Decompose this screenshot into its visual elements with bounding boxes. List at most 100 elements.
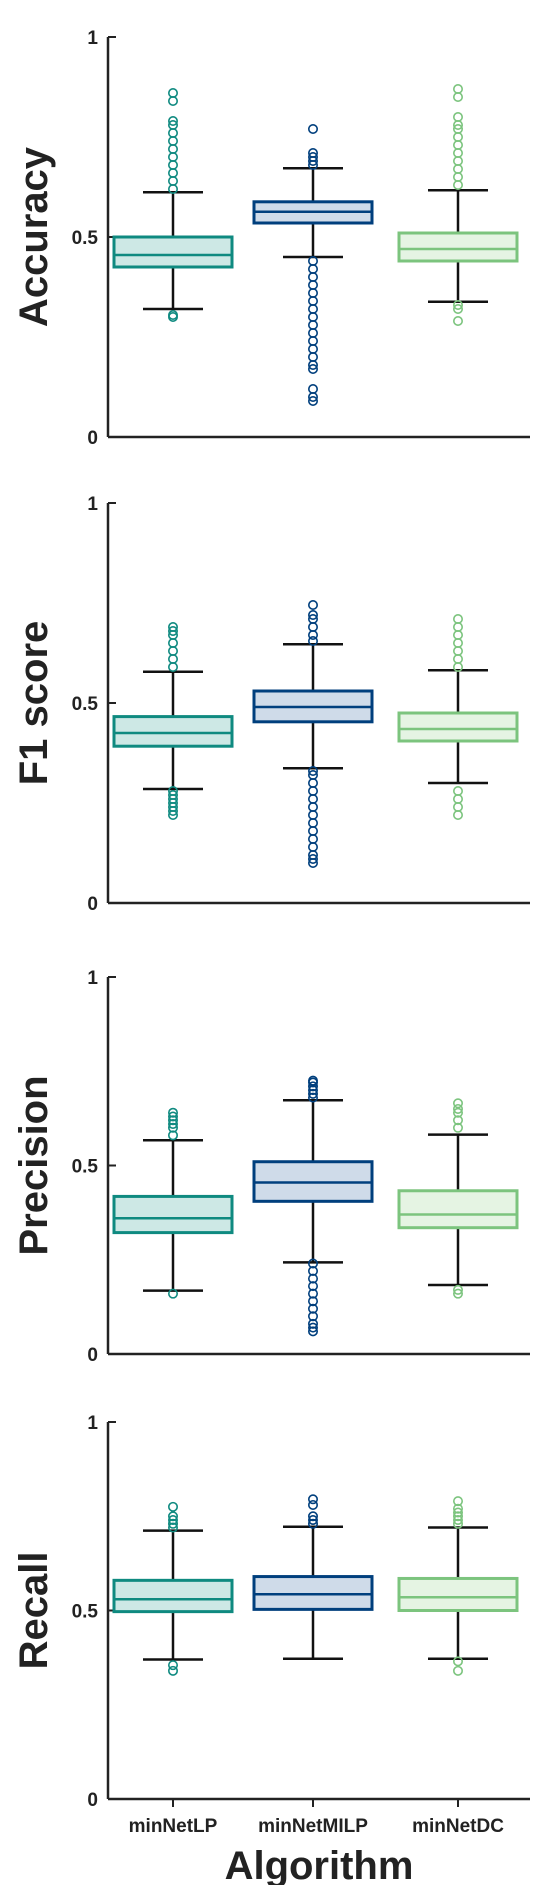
outlier-point	[452, 1665, 463, 1676]
outlier-point	[168, 1660, 179, 1671]
outlier-point	[307, 263, 318, 274]
x-axis-label: Algorithm	[225, 1844, 414, 1885]
outlier-point	[452, 1496, 463, 1507]
outlier-point	[168, 785, 179, 796]
x-tick-label: minNetLP	[129, 1816, 218, 1837]
x-tick-label: minNetDC	[412, 1816, 504, 1837]
y-axis-label: Recall	[12, 1552, 56, 1670]
outlier-point	[168, 653, 179, 664]
outlier-point	[168, 1665, 179, 1676]
y-tick-label: 1	[87, 28, 98, 49]
outlier-point	[307, 124, 318, 135]
outlier-point	[307, 1518, 318, 1529]
outlier-point	[307, 1258, 318, 1269]
outlier-point	[307, 1092, 318, 1103]
outlier-point	[452, 1656, 463, 1667]
outlier-point	[307, 1511, 318, 1522]
outlier-point	[168, 168, 179, 179]
outlier-point	[452, 1518, 463, 1529]
outlier-point	[307, 343, 318, 354]
outlier-point	[168, 120, 179, 131]
outlier-point	[307, 1311, 318, 1322]
outlier-point	[307, 1281, 318, 1292]
y-tick-label: 0.5	[72, 1602, 99, 1623]
box-minNetMILP	[252, 1494, 374, 1661]
outlier-point	[307, 1273, 318, 1284]
box-minNetDC	[397, 84, 519, 326]
outlier-point	[168, 116, 179, 127]
iqr-box	[112, 715, 234, 748]
outlier-point	[307, 833, 318, 844]
iqr-box	[397, 1576, 519, 1612]
outlier-point	[307, 599, 318, 610]
outlier-point	[307, 295, 318, 306]
outlier-point	[452, 84, 463, 95]
outlier-point	[307, 1515, 318, 1526]
outlier-point	[307, 363, 318, 374]
outlier-point	[452, 303, 463, 314]
outlier-point	[307, 1081, 318, 1092]
box-minNetLP	[112, 1107, 234, 1299]
outlier-point	[452, 1107, 463, 1118]
outlier-point	[168, 661, 179, 672]
outlier-point	[452, 613, 463, 624]
outlier-point	[168, 1515, 179, 1526]
outlier-point	[168, 625, 179, 636]
outlier-point	[168, 88, 179, 99]
box-minNetMILP	[252, 1075, 374, 1337]
iqr-box	[252, 1575, 374, 1611]
outlier-point	[452, 629, 463, 640]
outlier-point	[452, 140, 463, 151]
panel-f1-score: 0 0.5 1 F1 score	[12, 494, 530, 915]
outlier-point	[307, 1266, 318, 1277]
y-tick-label: 0	[87, 894, 98, 915]
box-minNetMILP	[252, 124, 374, 406]
y-axis-label: Accuracy	[12, 146, 56, 327]
outlier-point	[307, 1085, 318, 1096]
outlier-point	[452, 1284, 463, 1295]
outlier-point	[307, 311, 318, 322]
iqr-box	[397, 1189, 519, 1230]
y-tick-label: 0.5	[72, 694, 99, 715]
y-tick-label: 0	[87, 1790, 98, 1811]
outlier-point	[307, 351, 318, 362]
outlier-point	[452, 92, 463, 103]
outlier-point	[307, 1326, 318, 1337]
outlier-point	[452, 653, 463, 664]
y-tick-label: 0.5	[72, 1157, 99, 1178]
outlier-point	[307, 769, 318, 780]
outlier-point	[307, 621, 318, 632]
outlier-point	[307, 327, 318, 338]
outlier-point	[452, 621, 463, 632]
panel-recall: 0 0.5 1 Recall minNetLP minNetMILP minNetDC Alg…	[12, 1413, 530, 1888]
outlier-point	[307, 1303, 318, 1314]
outlier-point	[168, 1119, 179, 1130]
outlier-point	[307, 777, 318, 788]
box-minNetLP	[112, 1501, 234, 1676]
outlier-point	[452, 1511, 463, 1522]
outlier-point	[452, 164, 463, 175]
outlier-point	[452, 1288, 463, 1299]
box-minNetLP	[112, 88, 234, 322]
box-minNetDC	[397, 613, 519, 820]
outlier-point	[307, 609, 318, 620]
y-tick-label: 0	[87, 1345, 98, 1366]
outlier-point	[168, 637, 179, 648]
outlier-point	[168, 1111, 179, 1122]
outlier-point	[307, 765, 318, 776]
outlier-point	[307, 635, 318, 646]
outlier-point	[307, 1088, 318, 1099]
outlier-point	[452, 793, 463, 804]
outlier-point	[168, 160, 179, 171]
outlier-point	[168, 645, 179, 656]
outlier-point	[168, 1130, 179, 1141]
outlier-point	[307, 279, 318, 290]
outlier-point	[307, 817, 318, 828]
iqr-box	[112, 1194, 234, 1235]
outlier-point	[307, 801, 318, 812]
box-minNetLP	[112, 621, 234, 820]
outlier-point	[307, 152, 318, 163]
y-tick-label: 0	[87, 428, 98, 449]
outlier-point	[307, 825, 318, 836]
outlier-point	[168, 309, 179, 320]
